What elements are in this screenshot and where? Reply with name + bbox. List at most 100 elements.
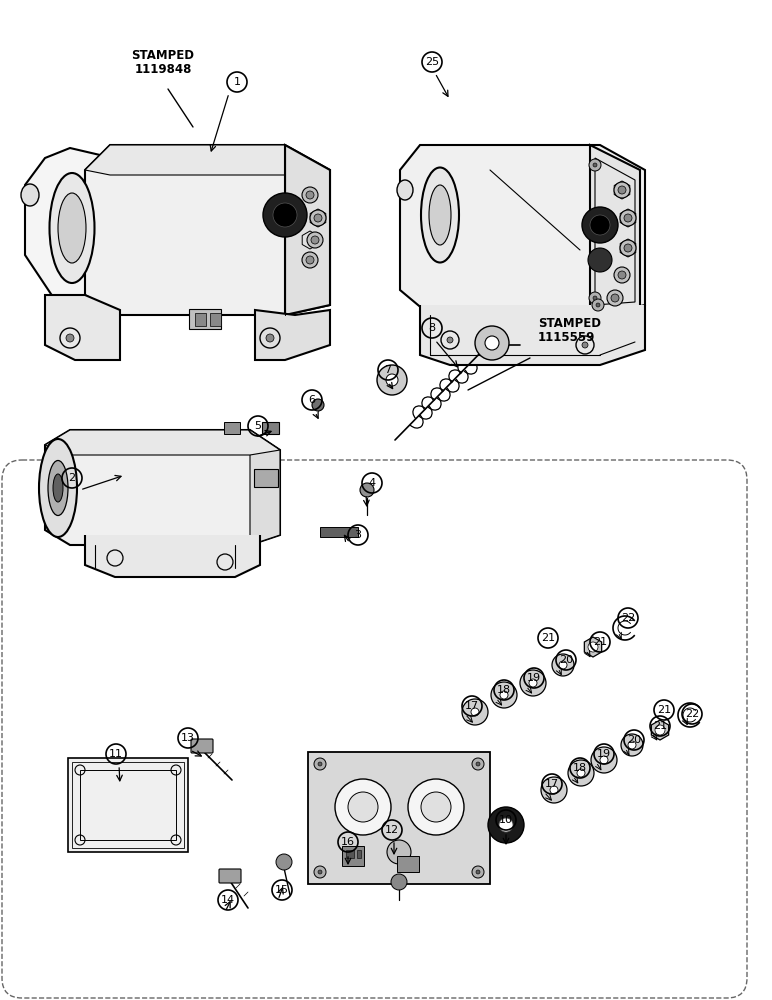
Circle shape [408, 779, 464, 835]
Circle shape [592, 299, 604, 311]
Circle shape [421, 792, 451, 822]
Polygon shape [255, 310, 330, 360]
Ellipse shape [397, 180, 413, 200]
Text: 13: 13 [181, 733, 195, 743]
Ellipse shape [21, 184, 39, 206]
Text: 5: 5 [255, 421, 262, 431]
Ellipse shape [58, 193, 86, 263]
Text: 4: 4 [368, 478, 375, 488]
Circle shape [311, 236, 319, 244]
Circle shape [360, 483, 374, 497]
Circle shape [589, 159, 601, 171]
Circle shape [491, 682, 517, 708]
Text: 19: 19 [597, 749, 611, 759]
Circle shape [312, 399, 324, 411]
Polygon shape [652, 720, 669, 740]
Circle shape [655, 725, 665, 735]
Circle shape [302, 252, 318, 268]
Circle shape [273, 203, 297, 227]
Circle shape [266, 334, 274, 342]
Ellipse shape [53, 474, 63, 502]
Circle shape [552, 654, 574, 676]
Circle shape [391, 874, 407, 890]
Circle shape [488, 807, 524, 843]
Text: 17: 17 [465, 701, 479, 711]
Circle shape [307, 232, 323, 248]
Circle shape [276, 854, 292, 870]
Circle shape [588, 248, 612, 272]
Circle shape [529, 679, 537, 687]
Circle shape [472, 758, 484, 770]
Ellipse shape [429, 185, 451, 245]
Circle shape [485, 336, 499, 350]
Circle shape [66, 334, 74, 342]
Text: 10: 10 [499, 815, 513, 825]
Text: 22: 22 [621, 613, 635, 623]
Text: 21: 21 [593, 637, 607, 647]
Polygon shape [250, 430, 280, 545]
Text: STAMPED: STAMPED [538, 317, 601, 330]
Text: 1: 1 [233, 77, 241, 87]
Circle shape [614, 267, 630, 283]
FancyBboxPatch shape [219, 869, 241, 883]
Text: 21: 21 [653, 721, 667, 731]
Text: STAMPED: STAMPED [131, 49, 195, 62]
Text: 8: 8 [428, 323, 435, 333]
Circle shape [620, 240, 636, 256]
Circle shape [582, 342, 588, 348]
Polygon shape [85, 145, 330, 175]
Circle shape [607, 290, 623, 306]
Text: 20: 20 [627, 735, 641, 745]
Circle shape [628, 741, 636, 749]
Text: 17: 17 [545, 779, 559, 789]
Polygon shape [45, 430, 280, 455]
Text: 21: 21 [657, 705, 671, 715]
Circle shape [310, 210, 326, 226]
Circle shape [624, 214, 632, 222]
Text: 2: 2 [69, 473, 76, 483]
FancyBboxPatch shape [191, 739, 213, 753]
Polygon shape [85, 535, 260, 577]
Circle shape [593, 163, 597, 167]
Circle shape [541, 777, 567, 803]
Text: 15: 15 [275, 885, 289, 895]
Circle shape [387, 840, 411, 864]
Circle shape [600, 756, 608, 764]
Circle shape [499, 818, 513, 832]
Circle shape [550, 786, 558, 794]
Circle shape [596, 303, 600, 307]
Text: 18: 18 [573, 763, 587, 773]
Circle shape [577, 769, 585, 777]
Circle shape [593, 296, 597, 300]
FancyBboxPatch shape [189, 309, 221, 329]
Circle shape [447, 337, 453, 343]
Polygon shape [420, 305, 645, 365]
Circle shape [314, 866, 326, 878]
Text: 3: 3 [354, 530, 361, 540]
Circle shape [559, 661, 567, 669]
Circle shape [618, 271, 626, 279]
Text: 6: 6 [309, 395, 316, 405]
Text: 25: 25 [425, 57, 439, 67]
Polygon shape [584, 637, 601, 657]
Ellipse shape [49, 173, 94, 283]
FancyBboxPatch shape [397, 856, 419, 872]
Circle shape [306, 191, 314, 199]
Circle shape [589, 292, 601, 304]
Polygon shape [45, 295, 120, 360]
Circle shape [476, 870, 480, 874]
Circle shape [377, 365, 407, 395]
Polygon shape [590, 145, 640, 315]
Circle shape [614, 182, 630, 198]
FancyBboxPatch shape [320, 527, 358, 537]
Circle shape [618, 186, 626, 194]
FancyBboxPatch shape [254, 469, 278, 487]
Circle shape [335, 779, 391, 835]
Ellipse shape [39, 439, 77, 537]
Polygon shape [68, 758, 188, 852]
FancyBboxPatch shape [224, 422, 240, 434]
Circle shape [348, 792, 378, 822]
Circle shape [611, 294, 619, 302]
Circle shape [568, 760, 594, 786]
Circle shape [462, 699, 488, 725]
